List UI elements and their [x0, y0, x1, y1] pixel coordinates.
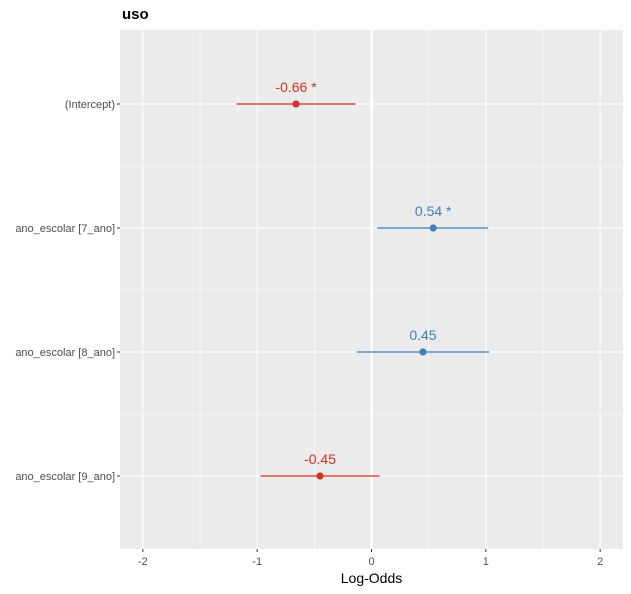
x-tick-label: 2: [597, 556, 603, 568]
chart-title: uso: [122, 6, 149, 23]
estimate-marks: -0.66 * 0.54 * 0.45 -0.45: [236, 79, 490, 480]
estimate-label: -0.66 *: [275, 79, 317, 95]
y-tick-label: ano_escolar [8_ano]: [15, 347, 115, 359]
y-tick-label: ano_escolar [7_ano]: [15, 223, 115, 235]
estimate-label: 0.45: [409, 327, 436, 343]
estimate-point: [419, 348, 427, 356]
x-tick-label: 1: [483, 556, 489, 568]
y-tick-label: ano_escolar [9_ano]: [15, 471, 115, 483]
y-axis-ticks: (Intercept) ano_escolar [7_ano] ano_escola…: [15, 99, 120, 483]
estimate-point: [292, 100, 300, 108]
x-tick-label: -2: [138, 556, 148, 568]
estimate-label: -0.45: [304, 451, 336, 467]
y-tick-label: (Intercept): [65, 99, 115, 111]
estimate-point: [316, 472, 324, 480]
x-tick-label: -1: [252, 556, 262, 568]
x-axis-title: Log-Odds: [341, 570, 402, 586]
estimate-label: 0.54 *: [415, 203, 452, 219]
estimate-point: [429, 224, 437, 232]
x-tick-label: 0: [368, 556, 374, 568]
x-axis-ticks: -2 -1 0 1 2: [138, 549, 603, 568]
